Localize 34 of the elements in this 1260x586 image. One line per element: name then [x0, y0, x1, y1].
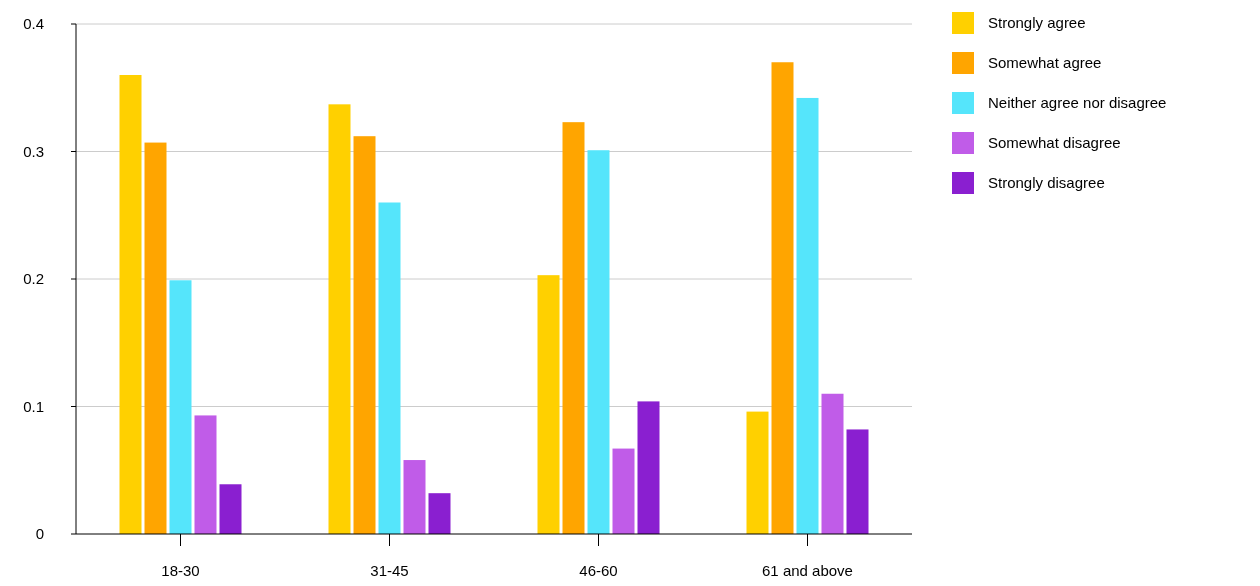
- x-tick-label: 31-45: [370, 562, 409, 579]
- bar: [771, 62, 794, 534]
- bar: [378, 202, 401, 534]
- bar: [537, 275, 560, 534]
- x-tick-label: 46-60: [579, 562, 618, 579]
- x-tick-label: 18-30: [161, 562, 200, 579]
- bar: [144, 142, 167, 534]
- y-tick-label: 0.2: [23, 270, 44, 288]
- bar: [612, 448, 635, 534]
- bar: [353, 136, 376, 534]
- legend-label: Somewhat disagree: [988, 134, 1121, 152]
- bar: [219, 484, 242, 534]
- y-tick-label: 0.4: [23, 15, 44, 33]
- bar: [562, 122, 585, 534]
- legend-label: Neither agree nor disagree: [988, 94, 1167, 112]
- bar: [637, 401, 660, 534]
- bar: [746, 411, 769, 534]
- bar: [169, 280, 192, 534]
- bar: [796, 97, 819, 534]
- bar: [821, 393, 844, 534]
- bar: [328, 104, 351, 534]
- bar: [119, 75, 142, 534]
- bar: [428, 493, 451, 534]
- bar: [846, 429, 869, 534]
- legend-label: Somewhat agree: [988, 54, 1102, 72]
- bar: [587, 150, 610, 534]
- legend-label: Strongly agree: [988, 14, 1086, 32]
- x-tick-label: 61 and above: [762, 562, 853, 579]
- y-tick-label: 0.3: [23, 142, 44, 160]
- y-tick-label: 0.1: [23, 397, 44, 415]
- bar: [194, 415, 217, 534]
- legend-label: Strongly disagree: [988, 174, 1105, 192]
- y-tick-label: 0: [35, 525, 44, 543]
- bar: [403, 460, 426, 534]
